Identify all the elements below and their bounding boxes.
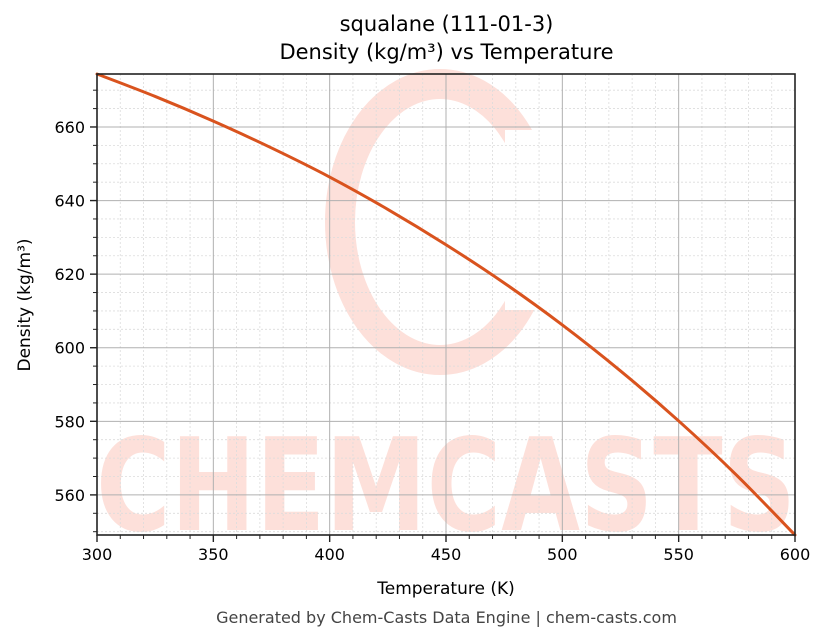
density-line — [95, 72, 797, 537]
x-tick-label: 500 — [547, 545, 578, 564]
x-tick-label: 350 — [198, 545, 229, 564]
y-tick-label: 560 — [54, 486, 85, 505]
x-tick-labels: 300 350 400 450 500 550 600 — [82, 545, 811, 564]
chart-title: squalane (111-01-3) — [339, 12, 554, 36]
y-tick-label: 620 — [54, 265, 85, 284]
x-tick-label: 600 — [780, 545, 811, 564]
axis-ticks — [90, 89, 796, 542]
x-tick-label: 400 — [314, 545, 345, 564]
y-tick-label: 660 — [54, 118, 85, 137]
y-axis-label: Density (kg/m³) — [15, 238, 35, 371]
chart-subtitle: Density (kg/m³) vs Temperature — [279, 40, 614, 64]
x-tick-label: 550 — [663, 545, 694, 564]
x-axis-label: Temperature (K) — [376, 579, 515, 599]
y-tick-label: 600 — [54, 339, 85, 358]
x-tick-label: 300 — [82, 545, 113, 564]
x-tick-label: 450 — [431, 545, 462, 564]
major-grid — [96, 74, 796, 535]
footer-credit: Generated by Chem-Casts Data Engine | ch… — [216, 608, 677, 627]
y-tick-label: 580 — [54, 412, 85, 431]
y-tick-label: 640 — [54, 192, 85, 211]
y-tick-labels: 560 580 600 620 640 660 — [54, 118, 85, 505]
